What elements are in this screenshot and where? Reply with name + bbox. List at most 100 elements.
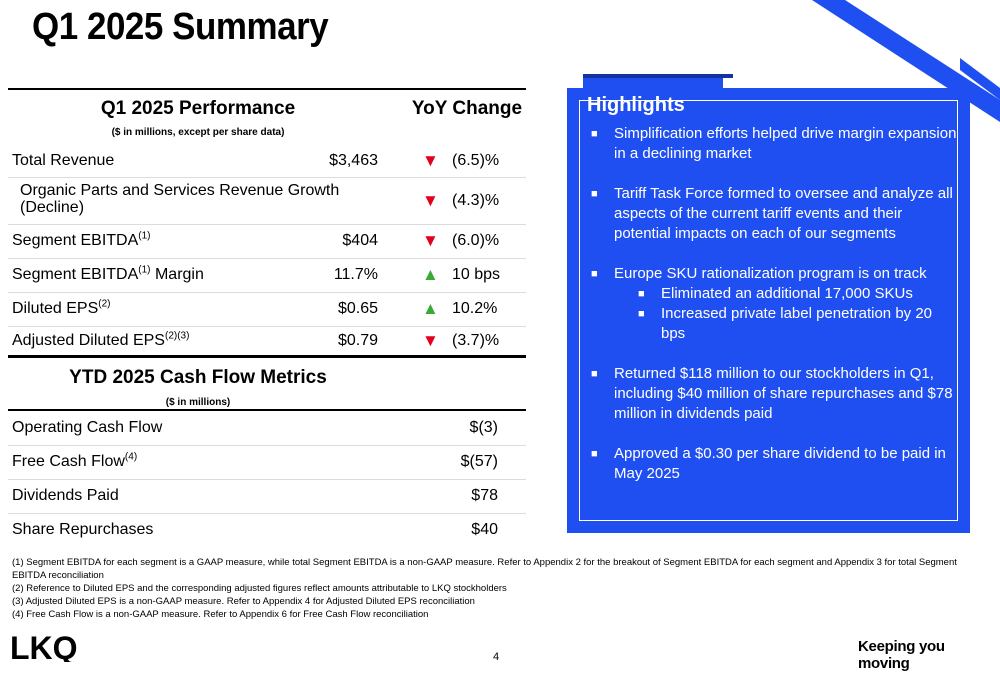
row-label-text: Segment EBITDA bbox=[12, 266, 139, 283]
cashflow-header: YTD 2025 Cash Flow Metrics bbox=[69, 367, 327, 388]
row-label-text: Free Cash Flow bbox=[12, 453, 125, 470]
row-label: Adjusted Diluted EPS(2)(3) bbox=[12, 330, 190, 349]
table-top-rule bbox=[8, 88, 526, 90]
row-label-suffix: Margin bbox=[150, 266, 204, 283]
highlight-text: Simplification efforts helped drive marg… bbox=[614, 125, 957, 162]
highlights-panel: Highlights ■ Simplification efforts helpe… bbox=[567, 74, 970, 533]
highlight-text: Approved a $0.30 per share dividend to b… bbox=[614, 445, 946, 482]
footnote-ref: (2)(3) bbox=[164, 330, 190, 342]
row-value: 11.7% bbox=[333, 266, 378, 283]
row-label-text: Segment EBITDA bbox=[12, 232, 139, 249]
table-row: Share Repurchases $40 bbox=[8, 513, 526, 547]
table-row: Free Cash Flow(4) $(57) bbox=[8, 445, 526, 480]
bullet-icon: ■ bbox=[591, 128, 598, 140]
row-label-text: Operating Cash Flow bbox=[12, 419, 163, 436]
row-label: Total Revenue bbox=[12, 152, 114, 169]
page-number: 4 bbox=[493, 651, 500, 663]
row-label-text: Share Repurchases bbox=[12, 521, 154, 538]
bullet-icon: ■ bbox=[591, 448, 598, 460]
lkq-logo-icon: LKQ bbox=[10, 630, 78, 666]
row-label-text: Dividends Paid bbox=[12, 487, 119, 504]
table-row: Segment EBITDA(1) Margin 11.7% ▲ 10 bps bbox=[8, 258, 526, 293]
up-arrow-icon: ▲ bbox=[422, 299, 439, 318]
bullet-icon: ■ bbox=[591, 268, 598, 280]
footnote-ref: (1) bbox=[138, 264, 151, 276]
highlight-subitem: ■ Increased private label penetration by … bbox=[583, 304, 958, 344]
up-arrow-icon: ▲ bbox=[422, 265, 439, 284]
row-value: $0.79 bbox=[337, 332, 378, 349]
row-value: $404 bbox=[342, 232, 378, 249]
row-value: $(57) bbox=[460, 453, 498, 470]
yoy-change-value: 10.2% bbox=[452, 300, 498, 317]
highlight-subitem-text: Increased private label penetration by 2… bbox=[661, 305, 933, 342]
table-row: Dividends Paid $78 bbox=[8, 479, 526, 514]
yoy-change-value: (4.3)% bbox=[452, 191, 500, 209]
row-label: Segment EBITDA(1) bbox=[12, 230, 151, 249]
footnote-ref: (4) bbox=[124, 451, 138, 463]
row-value: $3,463 bbox=[329, 151, 378, 169]
logo-text: LKQ bbox=[10, 632, 78, 662]
row-label: Organic Parts and Services Revenue Growt… bbox=[20, 182, 350, 216]
yoy-change-header: YoY Change bbox=[411, 98, 523, 119]
bullet-icon: ■ bbox=[591, 188, 598, 200]
bullet-icon: ■ bbox=[638, 288, 645, 300]
row-value: $(3) bbox=[469, 419, 498, 436]
footnote-line: (3) Adjusted Diluted EPS is a non-GAAP m… bbox=[12, 596, 475, 607]
highlight-subitem-text: Eliminated an additional 17,000 SKUs bbox=[661, 285, 913, 302]
row-label-text: Total Revenue bbox=[12, 151, 115, 169]
highlights-tab-accent bbox=[583, 74, 733, 78]
highlight-text: Tariff Task Force formed to oversee and … bbox=[614, 185, 953, 242]
footnote-ref: (2) bbox=[98, 298, 111, 310]
footnotes: (1) Segment EBITDA for each segment is a… bbox=[12, 556, 972, 621]
performance-header: Q1 2025 Performance bbox=[100, 98, 296, 119]
bullet-icon: ■ bbox=[638, 308, 645, 320]
table-row: Segment EBITDA(1) $404 ▼ (6.0)% bbox=[8, 224, 526, 259]
highlights-tab bbox=[583, 74, 733, 110]
highlight-item: ■ Simplification efforts helped drive mar… bbox=[583, 124, 958, 164]
table-row: Organic Parts and Services Revenue Growt… bbox=[8, 177, 526, 225]
highlight-text: Returned $118 million to our stockholder… bbox=[614, 365, 953, 422]
row-label-text: Organic Parts and Services Revenue Growt… bbox=[20, 182, 340, 216]
tagline: Keeping you moving bbox=[858, 638, 945, 672]
cashflow-subheader: ($ in millions) bbox=[165, 397, 231, 408]
down-arrow-icon: ▼ bbox=[422, 331, 439, 350]
footnote-line: (2) Reference to Diluted EPS and the cor… bbox=[12, 583, 507, 594]
down-arrow-icon: ▼ bbox=[422, 190, 439, 210]
table-row: Diluted EPS(2) $0.65 ▲ 10.2% bbox=[8, 292, 526, 327]
table-row: Total Revenue $3,463 ▼ (6.5)% bbox=[8, 144, 526, 178]
cashflow-header-rule bbox=[8, 409, 526, 411]
row-value: $40 bbox=[471, 521, 498, 538]
yoy-change-value: (6.5)% bbox=[452, 151, 500, 169]
row-label: Share Repurchases bbox=[12, 521, 153, 538]
down-arrow-icon: ▼ bbox=[422, 231, 439, 250]
row-label-text: Adjusted Diluted EPS bbox=[12, 332, 165, 349]
table-row: Operating Cash Flow $(3) bbox=[8, 411, 526, 446]
highlight-item: ■ Approved a $0.30 per share dividend to … bbox=[583, 444, 958, 484]
footnote-ref: (1) bbox=[138, 230, 151, 242]
table-row: Adjusted Diluted EPS(2)(3) $0.79 ▼ (3.7)% bbox=[8, 326, 526, 358]
row-label: Operating Cash Flow bbox=[12, 419, 162, 436]
down-arrow-icon: ▼ bbox=[422, 150, 439, 170]
highlights-title: Highlights bbox=[587, 94, 685, 116]
row-label: Dividends Paid bbox=[12, 487, 119, 504]
lkq-logo: LKQ bbox=[10, 630, 98, 667]
row-label: Free Cash Flow(4) bbox=[12, 451, 138, 470]
yoy-change-value: 10 bps bbox=[452, 266, 501, 283]
footnote-line: (4) Free Cash Flow is a non-GAAP measure… bbox=[12, 609, 429, 620]
highlight-item: ■ Tariff Task Force formed to oversee and… bbox=[583, 184, 958, 244]
row-label: Diluted EPS(2) bbox=[12, 298, 111, 317]
highlight-item: ■ Europe SKU rationalization program is o… bbox=[583, 264, 958, 344]
row-value: $78 bbox=[471, 487, 498, 504]
yoy-change-value: (6.0)% bbox=[452, 232, 500, 249]
highlight-item: ■ Returned $118 million to our stockholde… bbox=[583, 364, 958, 424]
performance-subheader: ($ in millions, except per share data) bbox=[111, 127, 285, 138]
row-label: Segment EBITDA(1) Margin bbox=[12, 264, 204, 283]
bullet-icon: ■ bbox=[591, 368, 598, 380]
row-label-text: Diluted EPS bbox=[12, 300, 99, 317]
highlights-frame bbox=[579, 100, 958, 521]
page-title: Q1 2025 Summary bbox=[32, 6, 329, 48]
row-value: $0.65 bbox=[337, 300, 378, 317]
yoy-change-value: (3.7)% bbox=[452, 332, 500, 349]
cashflow-top-rule bbox=[8, 355, 526, 357]
highlights-list: ■ Simplification efforts helped drive mar… bbox=[583, 124, 958, 504]
